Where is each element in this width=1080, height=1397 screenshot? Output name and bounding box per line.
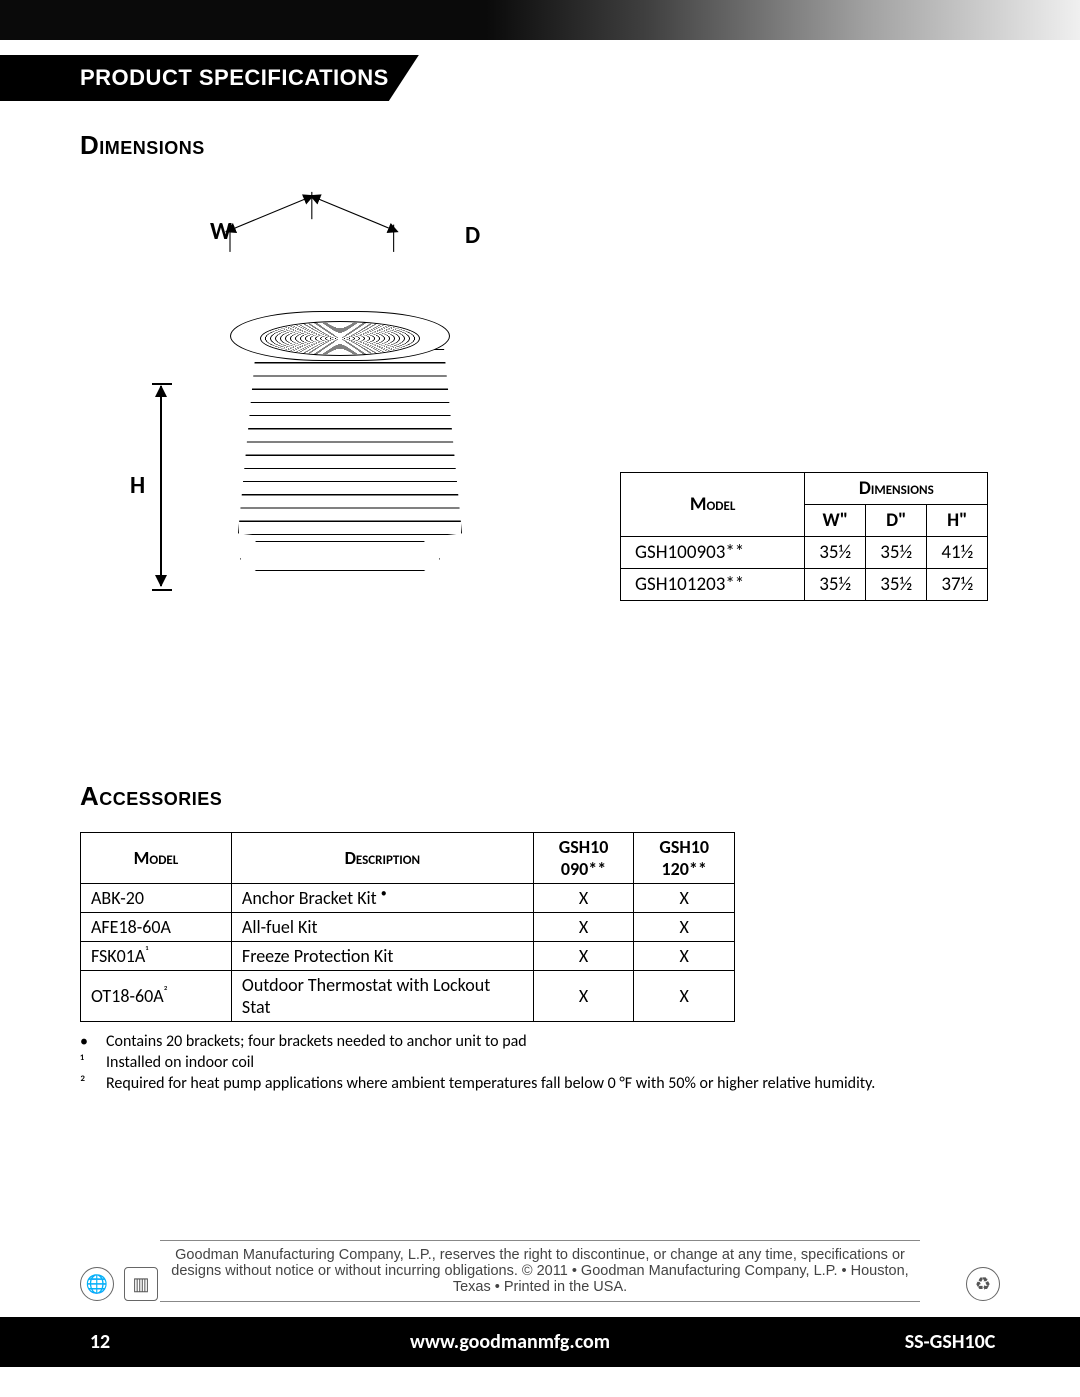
table-row: FSK01A¹Freeze Protection KitXX — [81, 942, 735, 971]
col-d: D" — [866, 505, 927, 537]
col-model: Model — [621, 473, 805, 537]
table-row: AFE18-60AAll-fuel KitXX — [81, 913, 735, 942]
dim-label-w: W — [210, 217, 232, 246]
footer-bar: 12 www.goodmanmfg.com SS-GSH10C — [0, 1317, 1080, 1367]
cell-description: All-fuel Kit — [231, 913, 533, 942]
dimensions-row: W D H Model Dimensions — [80, 181, 1000, 601]
recycle-icon: ♻ — [966, 1267, 1000, 1301]
cell-description: Freeze Protection Kit — [231, 942, 533, 971]
cell-c2: X — [634, 884, 735, 913]
cell-model: AFE18-60A — [81, 913, 232, 942]
dim-label-h: H — [130, 471, 145, 500]
cell-c2: X — [634, 913, 735, 942]
page-tab-label: Product Specifications — [0, 55, 419, 101]
footnote-mark: • — [80, 1032, 94, 1051]
globe-icon: 🌐 — [80, 1267, 114, 1301]
footnote-mark: ² — [80, 1074, 94, 1093]
cell-model: ABK-20 — [81, 884, 232, 913]
footer-cert-icons: 🌐 ▥ — [80, 1267, 158, 1301]
hvac-unit-illustration — [210, 311, 470, 571]
header-gradient-bar — [0, 0, 1080, 40]
table-row: Model Dimensions — [621, 473, 988, 505]
cell-model: FSK01A¹ — [81, 942, 232, 971]
cell-c1: X — [533, 913, 634, 942]
footnote: ² Required for heat pump applications whe… — [80, 1074, 880, 1093]
footnote: • Contains 20 brackets; four brackets nee… — [80, 1032, 880, 1051]
cell-c1: X — [533, 971, 634, 1022]
col-w: W" — [805, 505, 866, 537]
cell-w: 35½ — [805, 537, 866, 569]
col-gsh10-120: GSH10 120** — [634, 833, 735, 884]
col-gsh10-090: GSH10 090** — [533, 833, 634, 884]
footer-legal-text: Goodman Manufacturing Company, L.P., res… — [160, 1240, 920, 1302]
cell-model: GSH100903** — [621, 537, 805, 569]
cell-h: 37½ — [927, 569, 988, 601]
cell-description: Anchor Bracket Kit • — [231, 884, 533, 913]
col-dimensions: Dimensions — [805, 473, 988, 505]
cell-h: 41½ — [927, 537, 988, 569]
col-model: Model — [81, 833, 232, 884]
footnote-text: Required for heat pump applications wher… — [106, 1074, 875, 1093]
cell-d: 35½ — [866, 569, 927, 601]
footer-recycle-icon-wrap: ♻ — [966, 1267, 1000, 1301]
accessories-section: Accessories Model Description GSH10 090*… — [80, 781, 1000, 1093]
footer-url: www.goodmanmfg.com — [200, 1330, 820, 1354]
content-area: Dimensions — [80, 130, 1000, 1095]
dimensions-table: Model Dimensions W" D" H" GSH100903** 35… — [620, 472, 988, 601]
wd-arrows — [80, 181, 500, 301]
accessories-table: Model Description GSH10 090** GSH10 120*… — [80, 832, 735, 1022]
cell-model: OT18-60A² — [81, 971, 232, 1022]
footnote: ¹ Installed on indoor coil — [80, 1053, 880, 1072]
cell-c2: X — [634, 942, 735, 971]
table-row: GSH100903** 35½ 35½ 41½ — [621, 537, 988, 569]
page-number: 12 — [0, 1330, 200, 1354]
cell-c1: X — [533, 942, 634, 971]
footnotes: • Contains 20 brackets; four brackets nee… — [80, 1032, 880, 1093]
cell-d: 35½ — [866, 537, 927, 569]
footnote-text: Installed on indoor coil — [106, 1053, 254, 1072]
section-title-accessories: Accessories — [80, 781, 1000, 812]
cell-c2: X — [634, 971, 735, 1022]
table-row: OT18-60A²Outdoor Thermostat with Lockout… — [81, 971, 735, 1022]
col-description: Description — [231, 833, 533, 884]
footnote-mark: ¹ — [80, 1053, 94, 1072]
section-title-dimensions: Dimensions — [80, 130, 1000, 161]
col-h: H" — [927, 505, 988, 537]
cell-description: Outdoor Thermostat with Lockout Stat — [231, 971, 533, 1022]
table-row: GSH101203** 35½ 35½ 37½ — [621, 569, 988, 601]
footnote-text: Contains 20 brackets; four brackets need… — [106, 1032, 527, 1051]
unit-diagram: W D H — [80, 181, 500, 601]
h-dimension-arrow — [160, 386, 162, 586]
tab-container: Product Specifications — [0, 55, 419, 101]
cell-model: GSH101203** — [621, 569, 805, 601]
doc-code: SS-GSH10C — [820, 1330, 1080, 1354]
dim-label-d: D — [465, 221, 480, 250]
cert-icon: ▥ — [124, 1267, 158, 1301]
table-row: Model Description GSH10 090** GSH10 120*… — [81, 833, 735, 884]
cell-w: 35½ — [805, 569, 866, 601]
table-row: ABK-20Anchor Bracket Kit •XX — [81, 884, 735, 913]
cell-c1: X — [533, 884, 634, 913]
